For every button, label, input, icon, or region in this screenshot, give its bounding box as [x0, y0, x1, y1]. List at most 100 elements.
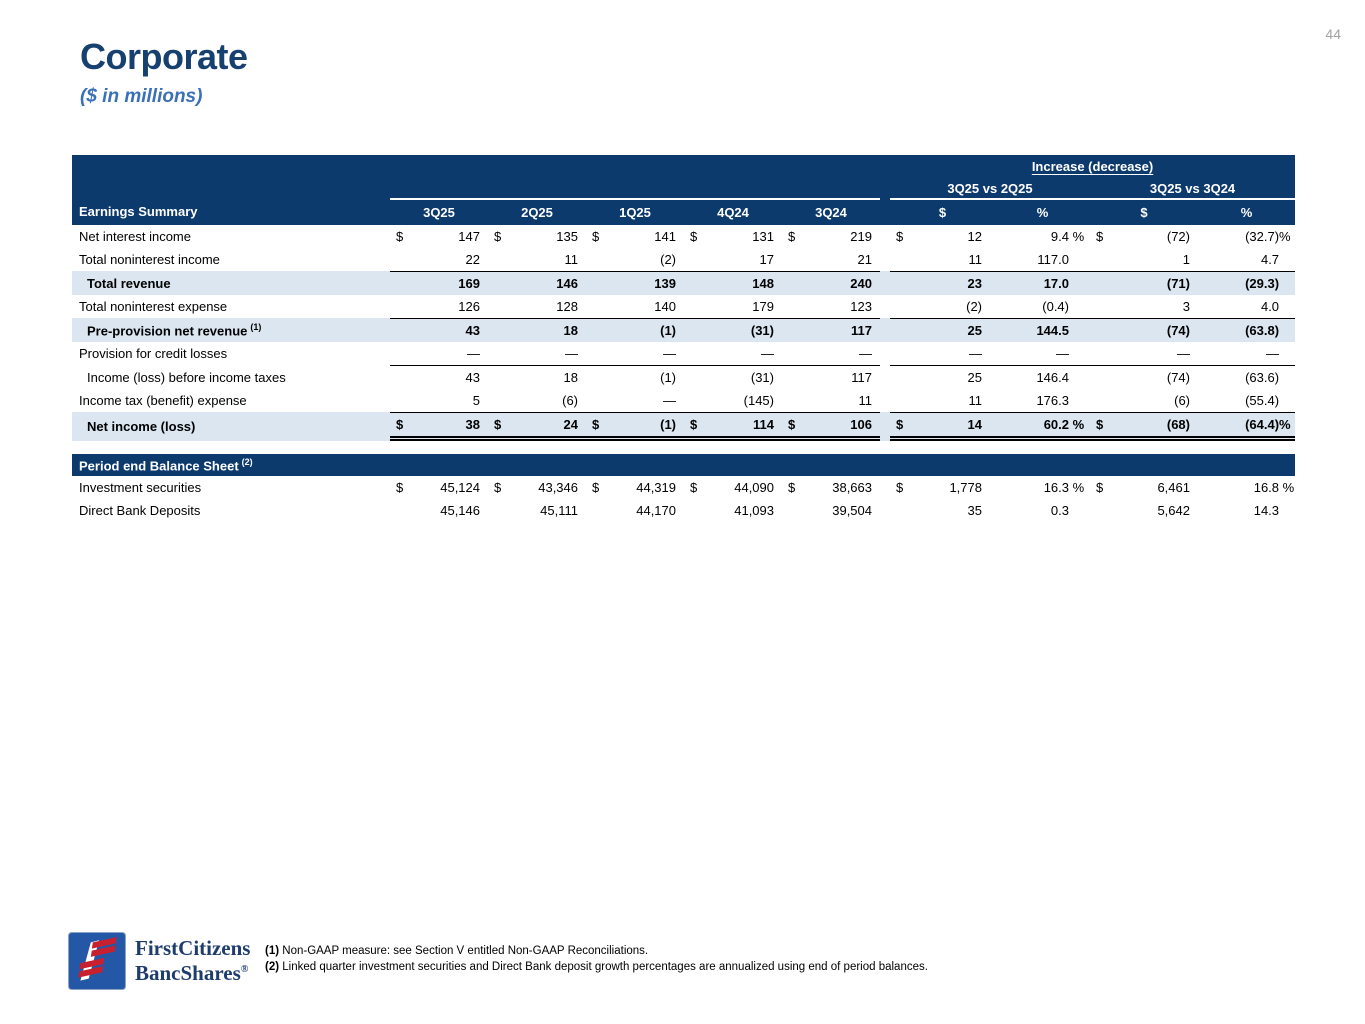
cell-value: 44,319 — [636, 480, 676, 495]
company-logo: FirstCitizens BancShares® — [68, 932, 250, 990]
table-cell: 17 — [684, 248, 782, 271]
cell-value: 6,461 — [1157, 480, 1190, 495]
table-cell: $45,124 — [390, 476, 488, 499]
table-cell: (1) — [586, 365, 684, 389]
table-cell: 3 — [1090, 295, 1198, 318]
logo-line2: BancShares® — [135, 959, 250, 984]
cell-value: 3 — [1182, 299, 1190, 314]
table-cell: (63.6) — [1198, 365, 1296, 389]
table-cell: 117 — [782, 318, 880, 342]
dollar-sign: $ — [788, 480, 796, 495]
cell-value: 43,346 — [538, 480, 578, 495]
table-cell: — — [586, 389, 684, 412]
cell-value: (145) — [743, 393, 774, 408]
row-label-text: Direct Bank Deposits — [79, 503, 201, 518]
table-cell: 60.2 % — [995, 412, 1090, 441]
page-number: 44 — [1325, 26, 1341, 42]
cell-value: (2) — [660, 252, 676, 267]
increase-decrease-header: Increase (decrease) — [890, 155, 1296, 178]
percent-sign: % — [1069, 229, 1085, 244]
table-cell: 1 — [1090, 248, 1198, 271]
balance-sheet-title: Period end Balance Sheet — [79, 458, 239, 474]
cell-value: 219 — [850, 229, 872, 244]
cell-value: (1) — [660, 370, 676, 385]
table-cell: 9.4 % — [995, 225, 1090, 248]
cell-value: — — [969, 346, 982, 361]
cell-value: 17.0 — [1043, 276, 1069, 291]
percent-sign: % — [1069, 480, 1085, 495]
column-gap — [880, 271, 890, 295]
cell-value: 25 — [967, 370, 982, 385]
table-cell: 43 — [390, 318, 488, 342]
table-cell: $14 — [890, 412, 995, 441]
table-cell: 23 — [890, 271, 995, 295]
cell-value: 43 — [465, 323, 480, 338]
title-block: Corporate ($ in millions) — [80, 36, 248, 108]
cell-value: — — [663, 393, 676, 408]
table-cell: $38 — [390, 412, 488, 441]
table-cell: 41,093 — [684, 499, 782, 522]
table-cell: — — [684, 342, 782, 365]
table-cell: 18 — [488, 365, 586, 389]
table-cell: $114 — [684, 412, 782, 441]
row-label: Total revenue — [72, 271, 390, 295]
table-cell: (64.4)% — [1198, 412, 1296, 441]
table-cell: 11 — [488, 248, 586, 271]
table-cell: $147 — [390, 225, 488, 248]
cell-value: 117 — [851, 323, 872, 338]
footnote-ref: (1) — [250, 321, 262, 332]
table-cell: $44,090 — [684, 476, 782, 499]
cell-value: (1) — [660, 323, 676, 338]
table-cell: — — [390, 342, 488, 365]
percent-sign: % — [1279, 229, 1291, 244]
row-label-text: Income tax (benefit) expense — [79, 393, 247, 408]
table-cell: (2) — [586, 248, 684, 271]
cell-value: 44,090 — [734, 480, 774, 495]
table-cell: 17.0 — [995, 271, 1090, 295]
cell-value: 169 — [458, 276, 480, 291]
table-row: Net interest income $147 $135 $141 $131 $219 $… — [72, 225, 1296, 248]
table-cell: $135 — [488, 225, 586, 248]
cell-value: 23 — [967, 276, 982, 291]
dollar-sign: $ — [896, 417, 904, 432]
logo-wordmark: FirstCitizens BancShares® — [135, 938, 250, 984]
table-cell: — — [782, 342, 880, 365]
row-label-text: Income (loss) before income taxes — [87, 369, 286, 385]
table-row: Net income (loss) $38 $24 $ (1) $114 $106 $14 60… — [72, 412, 1296, 441]
cell-value: (64.4) — [1245, 417, 1280, 432]
table-row: Investment securities $45,124 $43,346 $44,3… — [72, 476, 1296, 499]
header-spacer — [72, 178, 890, 198]
cell-value: — — [1266, 346, 1280, 361]
table-row: Income tax (benefit) expense 5 (6) — (145) 11… — [72, 389, 1296, 412]
footnote-marker: (1) — [265, 945, 280, 957]
cell-value: (68) — [1166, 417, 1190, 432]
column-gap — [880, 318, 890, 342]
dollar-sign: $ — [1096, 480, 1104, 495]
cell-value: (29.3) — [1245, 276, 1280, 291]
cell-value: — — [859, 346, 872, 361]
footnote-text: Linked quarter investment securities and… — [282, 960, 928, 973]
dollar-sign: $ — [396, 229, 404, 244]
cell-value: 21 — [857, 252, 872, 267]
table-cell: $38,663 — [782, 476, 880, 499]
column-gap — [880, 225, 890, 248]
table-cell: 5,642 — [1090, 499, 1198, 522]
row-label: Investment securities — [72, 476, 390, 499]
cell-value: 0.3 — [1050, 503, 1069, 518]
cell-value: 44,170 — [636, 503, 676, 518]
column-gap — [880, 499, 890, 522]
table-cell: 44,170 — [586, 499, 684, 522]
dollar-sign: $ — [592, 417, 600, 432]
cell-value: 117.0 — [1037, 252, 1069, 267]
cell-value: (2) — [966, 299, 982, 314]
row-label-text: Net interest income — [79, 229, 191, 244]
footnote-line: (2) Linked quarter investment securities… — [265, 960, 928, 976]
cell-value: 60.2 — [1043, 417, 1069, 432]
balance-sheet-header-bar: Period end Balance Sheet (2) — [72, 454, 1296, 476]
cell-value: (63.6) — [1245, 370, 1280, 385]
table-cell: 117.0 — [995, 248, 1090, 271]
table-cell: (0.4) — [995, 295, 1090, 318]
row-label-text: Total noninterest expense — [79, 299, 228, 314]
page-title: Corporate — [80, 36, 248, 77]
dollar-sign: $ — [690, 480, 698, 495]
